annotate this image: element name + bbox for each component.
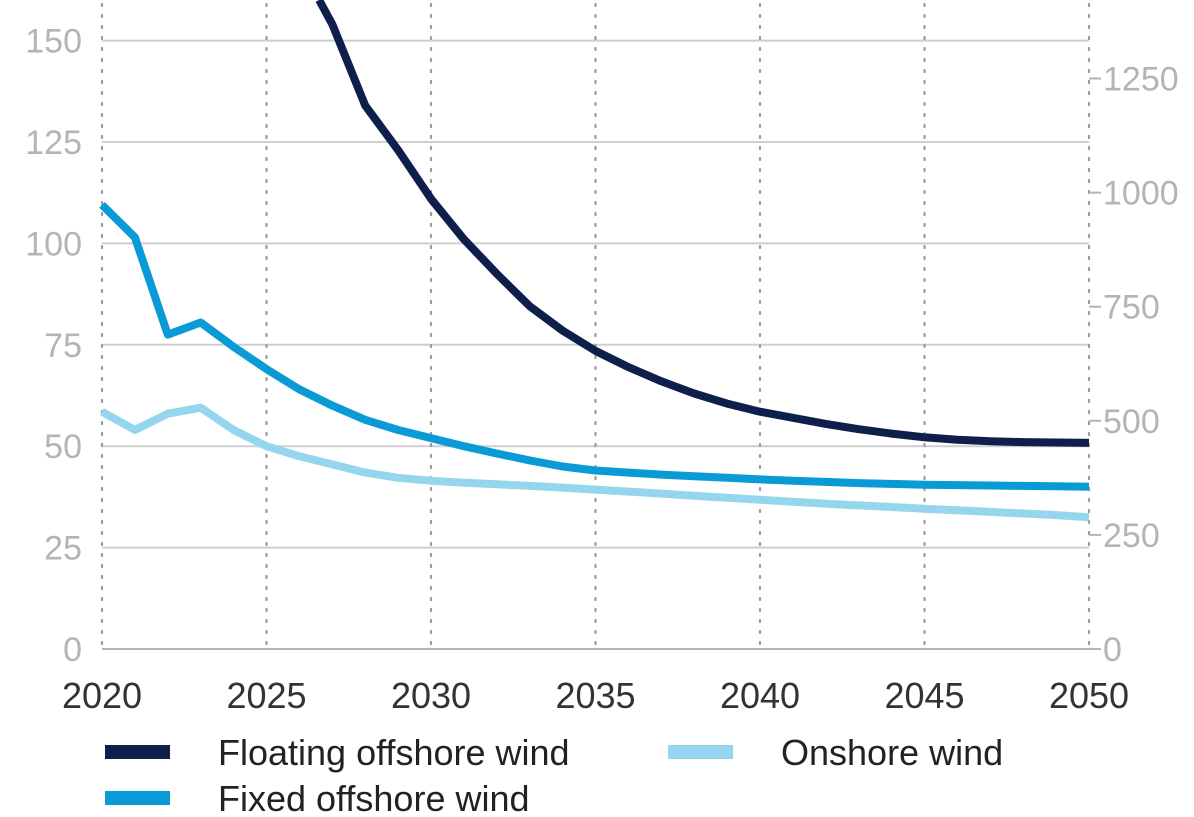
legend-item-fixed-offshore-wind: Fixed offshore wind (105, 778, 530, 817)
legend-swatch-fixed-offshore-wind (105, 791, 170, 805)
y-tick-right-500: 500 (1103, 403, 1160, 441)
y-axis-right-ticks: 0 250 500 750 1000 1250 (1089, 61, 1179, 669)
series-line-fixed-offshore-wind (99, 201, 1090, 491)
y-tick-left-100: 100 (25, 225, 82, 263)
legend-swatch-floating-offshore-wind (105, 745, 170, 759)
legend-item-onshore-wind: Onshore wind (668, 732, 1003, 773)
x-tick-2045: 2045 (884, 675, 964, 716)
x-tick-2040: 2040 (720, 675, 800, 716)
legend-item-floating-offshore-wind: Floating offshore wind (105, 732, 570, 773)
y-tick-right-750: 750 (1103, 289, 1160, 327)
y-tick-left-0: 0 (63, 631, 82, 669)
legend-swatch-onshore-wind (668, 745, 733, 759)
x-tick-2025: 2025 (226, 675, 306, 716)
y-tick-left-25: 25 (44, 530, 82, 568)
x-tick-2020: 2020 (62, 675, 142, 716)
series-line-onshore-wind (100, 403, 1090, 522)
y-tick-left-75: 75 (44, 327, 82, 365)
x-tick-2030: 2030 (391, 675, 471, 716)
y-tick-left-50: 50 (44, 428, 82, 466)
vertical-gridlines (100, 2, 1091, 651)
legend-label-floating-offshore-wind: Floating offshore wind (218, 732, 570, 773)
y-tick-left-125: 125 (25, 124, 82, 162)
legend-label-fixed-offshore-wind: Fixed offshore wind (218, 778, 530, 817)
series-layer (99, 0, 1090, 522)
x-axis-ticks: 2020 2025 2030 2035 2040 2045 2050 (62, 675, 1129, 716)
legend-label-onshore-wind: Onshore wind (781, 732, 1003, 773)
y-tick-right-1250: 1250 (1103, 61, 1179, 99)
y-tick-left-150: 150 (25, 23, 82, 61)
y-tick-right-1000: 1000 (1103, 175, 1179, 213)
legend: Floating offshore wind Onshore wind Fixe… (105, 732, 1003, 817)
series-line-floating-offshore-wind (315, 0, 1090, 447)
x-tick-2050: 2050 (1049, 675, 1129, 716)
y-tick-right-0: 0 (1103, 631, 1122, 669)
y-axis-left-ticks: 0 25 50 75 100 125 150 (25, 23, 82, 669)
x-tick-2035: 2035 (555, 675, 635, 716)
y-tick-right-250: 250 (1103, 517, 1160, 555)
